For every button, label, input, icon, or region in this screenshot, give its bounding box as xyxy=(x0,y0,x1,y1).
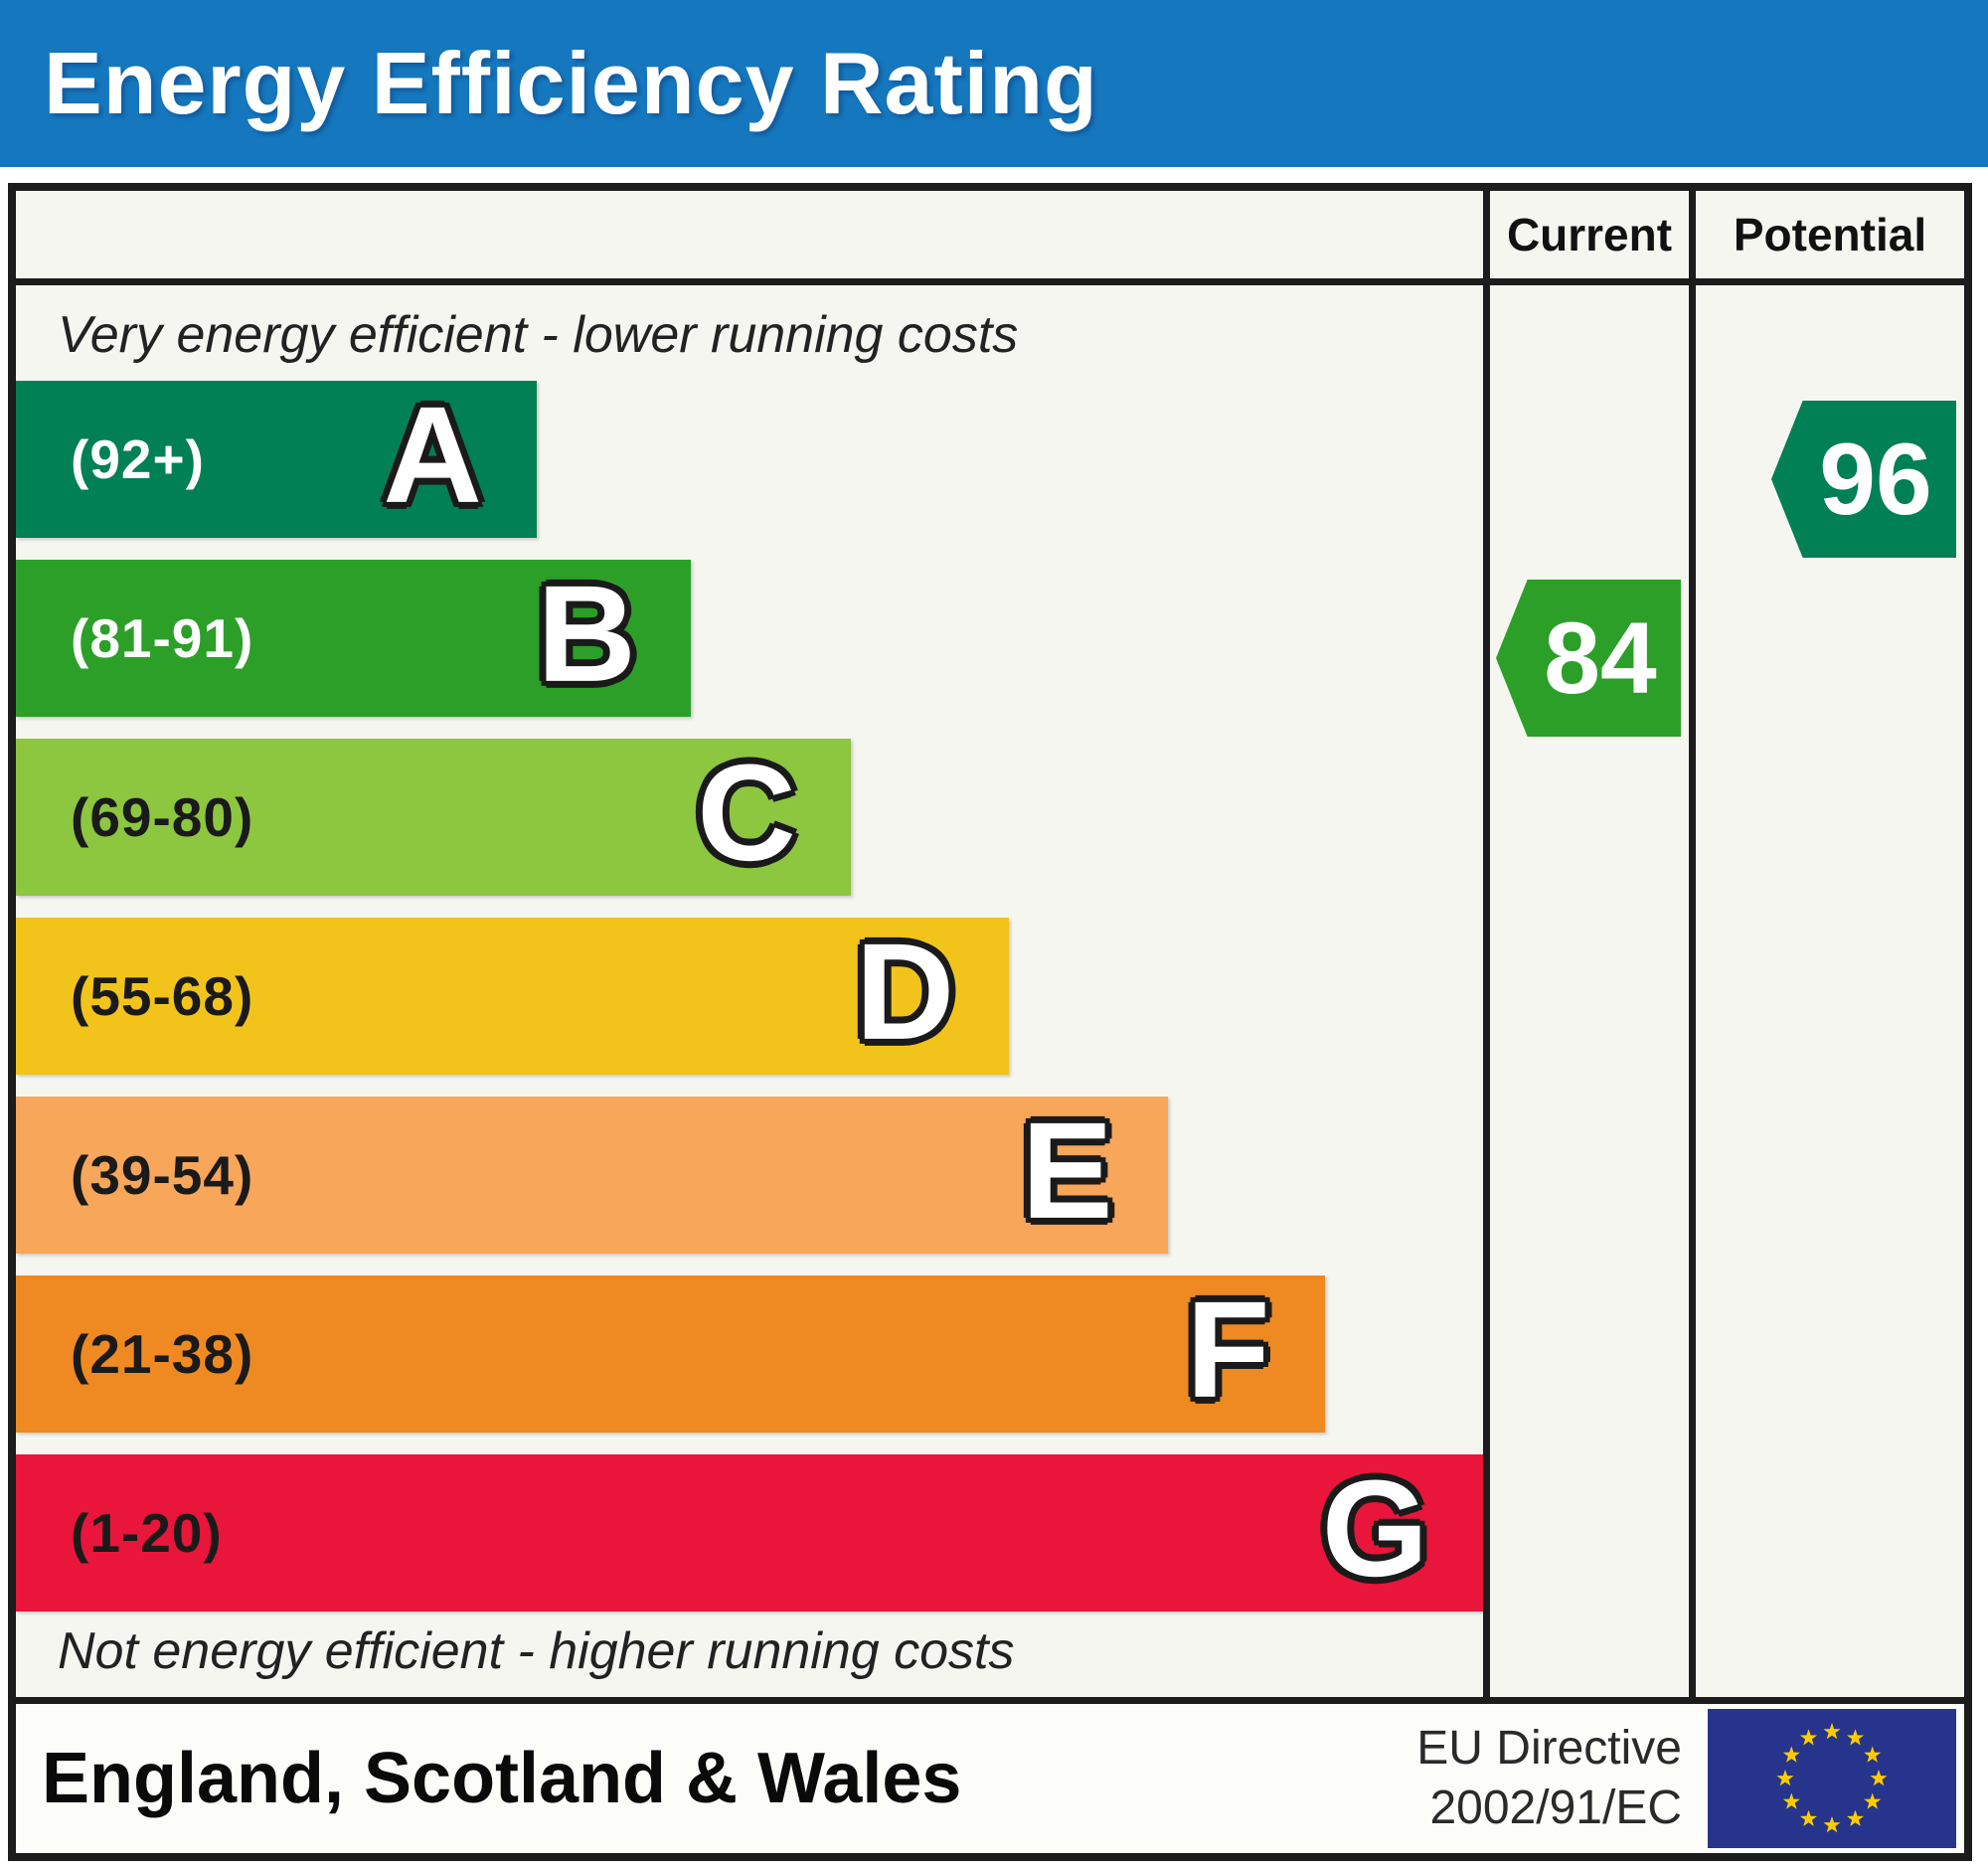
band-list: (92+) A (81-91) B (69-80) C (55-68) D (39-54) E (2… xyxy=(16,381,1483,1633)
band-row-G: (1-20) G xyxy=(16,1454,1483,1612)
eu-flag-icon xyxy=(1708,1709,1956,1848)
header-potential-cell: Potential xyxy=(1689,191,1964,278)
top-note: Very energy efficient - lower running co… xyxy=(58,306,1019,364)
bands-area: Very energy efficient - lower running co… xyxy=(16,285,1483,1697)
current-rating-arrow: 84 xyxy=(1496,580,1681,737)
band-range-label: (92+) xyxy=(71,428,205,490)
header-spacer-cell xyxy=(16,191,1483,278)
band-letter: E xyxy=(1021,1094,1113,1248)
band-letter: G xyxy=(1321,1451,1428,1606)
region-label: England, Scotland & Wales xyxy=(42,1739,962,1818)
band-row-C: (69-80) C xyxy=(16,739,851,896)
header-current-cell: Current xyxy=(1483,191,1689,278)
band-letter: D xyxy=(855,915,955,1069)
band-range-label: (1-20) xyxy=(71,1502,223,1564)
bottom-note: Not energy efficient - higher running co… xyxy=(58,1622,1015,1680)
band-range-label: (69-80) xyxy=(71,786,254,848)
band-letter: B xyxy=(537,557,636,711)
eu-directive-line2: 2002/91/EC xyxy=(1429,1782,1682,1834)
title-bar: Energy Efficiency Rating xyxy=(0,0,1988,167)
band-row-A: (92+) A xyxy=(16,381,537,538)
band-letter: C xyxy=(697,736,796,890)
current-column: 84 xyxy=(1483,285,1689,1697)
footer-row: England, Scotland & Wales EU Directive 2… xyxy=(16,1697,1964,1853)
band-range-label: (81-91) xyxy=(71,607,254,669)
band-range-label: (55-68) xyxy=(71,965,254,1027)
eu-directive-text: EU Directive 2002/91/EC xyxy=(1416,1719,1682,1838)
band-row-E: (39-54) E xyxy=(16,1097,1168,1254)
band-row-B: (81-91) B xyxy=(16,560,691,717)
table-body: Very energy efficient - lower running co… xyxy=(16,285,1964,1697)
band-range-label: (39-54) xyxy=(71,1144,254,1206)
band-range-label: (21-38) xyxy=(71,1323,254,1385)
band-row-D: (55-68) D xyxy=(16,915,1010,1075)
table-header-row: Current Potential xyxy=(16,191,1964,285)
current-column-label: Current xyxy=(1506,209,1673,260)
band-letter: A xyxy=(383,378,482,532)
potential-rating-arrow: 96 xyxy=(1771,401,1956,558)
band-letter: F xyxy=(1186,1273,1270,1427)
page-title: Energy Efficiency Rating xyxy=(44,34,1098,132)
band-row-F: (21-38) F xyxy=(16,1275,1325,1433)
eu-directive-line1: EU Directive xyxy=(1416,1722,1682,1775)
rating-table: Current Potential Very energy efficient … xyxy=(8,183,1972,1861)
potential-column: 96 xyxy=(1689,285,1964,1697)
potential-column-label: Potential xyxy=(1733,209,1927,260)
